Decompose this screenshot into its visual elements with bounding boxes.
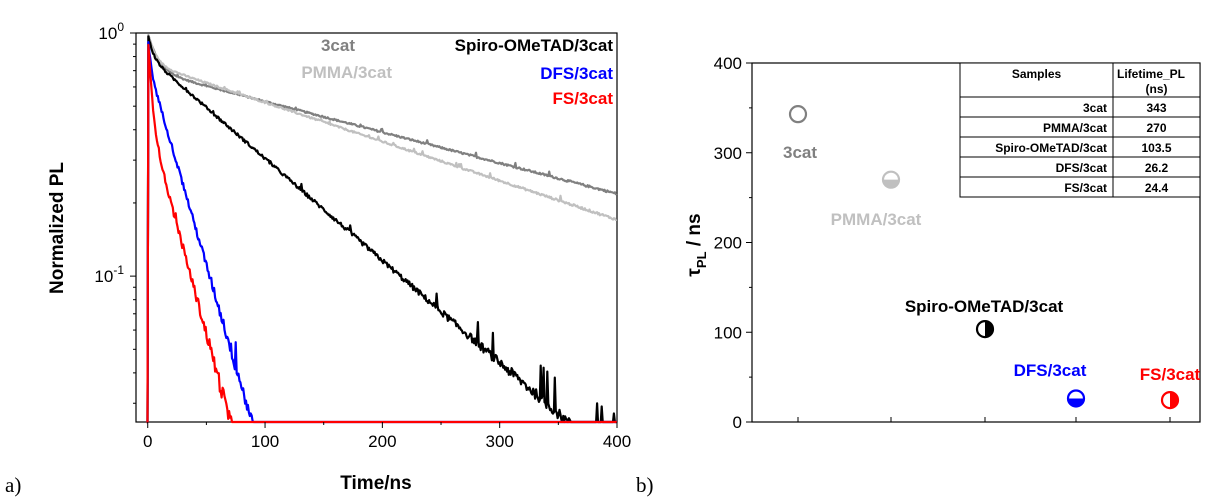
x-tick-label: 0	[143, 432, 152, 451]
y-tick-base: 10	[98, 24, 117, 43]
series-line-dfs-3cat	[146, 41, 617, 424]
point-pmma-3cat	[881, 170, 901, 189]
tau-unit: / ns	[684, 213, 705, 251]
tau-subscript: PL	[694, 251, 709, 268]
table-cell-lifetime: 24.4	[1145, 181, 1169, 195]
y-tick-base: 10	[94, 267, 113, 286]
point-label: PMMA/3cat	[831, 210, 922, 229]
y-tick-label: 400	[714, 54, 742, 73]
panel-b-points	[788, 105, 1180, 410]
table-cell-lifetime: 26.2	[1145, 161, 1169, 175]
series-line-spiro-ometad-3cat	[146, 35, 617, 424]
table-header-unit: (ns)	[1146, 82, 1168, 96]
tau-symbol: τ	[684, 268, 705, 277]
panel-a-y-axis-title: Normalized PL	[47, 162, 68, 294]
panel-b-lifetime-table: Samples Lifetime_PL(ns) 3cat 343 PMMA/3cat 27…	[959, 62, 1201, 198]
panel-a-x-axis-title: Time/ns	[340, 473, 411, 494]
table-cell-lifetime: 343	[1146, 101, 1166, 115]
point-3cat	[788, 105, 808, 124]
panel-b-label: b)	[636, 473, 654, 497]
panel-b-y-ticks: 0 100 200 300 400	[714, 54, 752, 432]
point-fs-3cat	[1160, 391, 1180, 410]
point-label: DFS/3cat	[1014, 361, 1087, 380]
series-label: DFS/3cat	[540, 64, 613, 83]
panel-a-plot-frame	[135, 32, 618, 423]
table-cell-lifetime: 103.5	[1141, 141, 1171, 155]
y-tick-label: 100	[714, 323, 742, 342]
table-header-samples: Samples	[1012, 67, 1062, 81]
y-tick-label: 200	[714, 234, 742, 253]
panel-a-label: a)	[5, 473, 21, 497]
x-tick-label: 100	[251, 432, 279, 451]
table-cell-sample: DFS/3cat	[1056, 161, 1107, 175]
panel-b-point-labels: 3cat PMMA/3cat Spiro-OMeTAD/3cat DFS/3cat FS…	[783, 143, 1201, 384]
point-spiro-ometad-3cat	[975, 320, 995, 339]
panel-b-y-axis-title: τPL / ns	[684, 213, 709, 276]
table-cell-sample: PMMA/3cat	[1043, 121, 1107, 135]
table-frame	[959, 62, 1201, 198]
point-label: Spiro-OMeTAD/3cat	[905, 297, 1064, 316]
table-header-lifetime: Lifetime_PL	[1117, 67, 1185, 81]
x-tick-label: 200	[368, 432, 396, 451]
point-label: 3cat	[783, 143, 817, 162]
y-tick-exponent: -1	[113, 263, 124, 277]
panel-a-curves	[146, 34, 618, 424]
y-tick-label: 0	[733, 413, 742, 432]
x-tick-label: 400	[603, 432, 631, 451]
series-line-pmma-3cat	[146, 34, 618, 424]
y-tick-exponent: 0	[117, 20, 124, 34]
series-line-3cat	[146, 34, 618, 424]
y-tick-label: 300	[714, 144, 742, 163]
series-label: FS/3cat	[553, 89, 614, 108]
table-cell-sample: FS/3cat	[1064, 181, 1107, 195]
table-cell-sample: Spiro-OMeTAD/3cat	[995, 141, 1107, 155]
table-cell-lifetime: 270	[1146, 121, 1166, 135]
series-label: PMMA/3cat	[301, 63, 392, 82]
series-label: 3cat	[321, 36, 355, 55]
series-label: Spiro-OMeTAD/3cat	[455, 36, 614, 55]
series-line-fs-3cat	[146, 43, 617, 424]
panel-a-x-ticks: 0 100 200 300 400	[143, 422, 631, 451]
y-tick-label: 100	[98, 20, 124, 43]
y-tick-label: 10-1	[94, 263, 124, 286]
point-label: FS/3cat	[1140, 365, 1201, 384]
panel-b-x-ticks	[797, 417, 1171, 422]
point-dfs-3cat	[1066, 389, 1086, 408]
table-cell-sample: 3cat	[1083, 101, 1107, 115]
panel-b-chart: 0 100 200 300 400 Samples Lifetime_PL(ns) 3cat…	[636, 54, 1201, 497]
panel-a-series-labels: 3cat PMMA/3cat Spiro-OMeTAD/3cat DFS/3cat FS…	[301, 36, 613, 108]
x-tick-label: 300	[485, 432, 513, 451]
